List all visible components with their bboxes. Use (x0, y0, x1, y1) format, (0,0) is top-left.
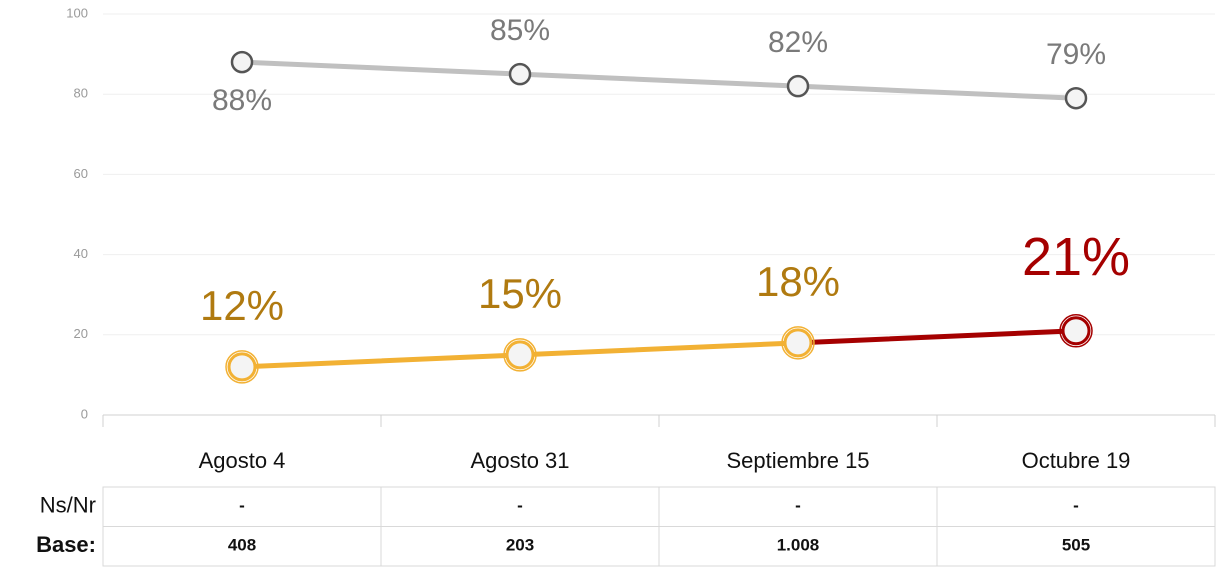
table-cell (102, 486, 382, 527)
table-cell (380, 526, 660, 567)
cell-text: - (517, 496, 523, 515)
data-label: 88% (212, 84, 272, 117)
x-tick-label: Septiembre 15 (726, 448, 869, 473)
y-tick-label: 40 (74, 246, 88, 261)
marker (508, 62, 532, 86)
data-label: 85% (490, 14, 550, 47)
line-segment (239, 352, 523, 370)
marker (505, 340, 535, 370)
row-label: Base: (36, 532, 96, 557)
table-cell (102, 526, 382, 567)
cell-text: 505 (1062, 536, 1090, 555)
marker (783, 328, 813, 358)
y-tick-label: 80 (74, 86, 88, 101)
marker (230, 50, 254, 74)
data-label: 82% (768, 26, 828, 59)
line-segment (795, 83, 1079, 101)
y-tick-label: 20 (74, 326, 88, 341)
cell-text: 1.008 (777, 536, 820, 555)
data-label: 15% (478, 270, 562, 317)
row-label: Ns/Nr (40, 493, 96, 518)
data-label: 21% (1022, 227, 1130, 287)
marker-ring (781, 326, 815, 360)
y-tick-label: 0 (81, 406, 88, 421)
line-segment (239, 59, 523, 77)
marker (1064, 86, 1088, 110)
x-tick-label: Agosto 31 (470, 448, 569, 473)
line-segment (517, 340, 801, 358)
cell-text: - (1073, 496, 1079, 515)
x-tick-label: Agosto 4 (199, 448, 286, 473)
marker-ring (503, 338, 537, 372)
line-segment (517, 71, 801, 89)
cell-text: - (239, 496, 245, 515)
marker-ring (225, 350, 259, 384)
table-cell (380, 486, 660, 527)
table-cell (936, 526, 1216, 567)
cell-text: 408 (228, 536, 256, 555)
y-tick-label: 60 (74, 166, 88, 181)
cell-text: 203 (506, 536, 534, 555)
marker (786, 74, 810, 98)
marker (227, 352, 257, 382)
cell-text: - (795, 496, 801, 515)
marker-ring (1059, 314, 1093, 348)
data-label: 12% (200, 282, 284, 329)
data-label: 18% (756, 258, 840, 305)
table-cell (658, 486, 938, 527)
line-segment (795, 328, 1079, 346)
marker (1061, 316, 1091, 346)
data-label: 79% (1046, 38, 1106, 71)
y-tick-label: 100 (66, 5, 88, 20)
x-tick-label: Octubre 19 (1022, 448, 1131, 473)
